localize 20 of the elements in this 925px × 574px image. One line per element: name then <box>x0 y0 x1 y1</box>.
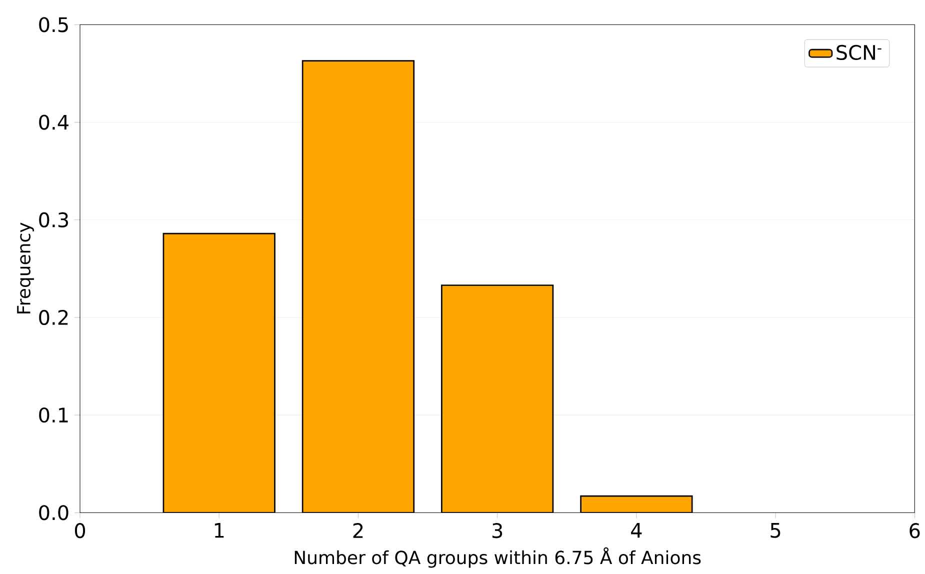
x-axis-title: Number of QA groups within 6.75 Å of Anions <box>294 547 701 568</box>
y-tick-label: 0.1 <box>39 407 68 423</box>
x-tick-label: 6 <box>910 523 920 538</box>
bar <box>580 495 693 513</box>
y-tick-label: 0.0 <box>39 505 68 520</box>
bar <box>441 284 554 513</box>
x-tick-label: 5 <box>770 523 780 538</box>
y-tick-label: 0.2 <box>39 310 68 326</box>
bar <box>302 60 415 513</box>
x-tick-label: 4 <box>631 523 642 538</box>
y-axis-title: Frequency <box>17 222 34 314</box>
y-tick-label: 0.4 <box>39 114 68 130</box>
x-tick-label: 0 <box>74 523 86 538</box>
x-tick-label: 2 <box>353 523 363 538</box>
x-tick-label: 3 <box>492 523 502 538</box>
legend-label: SCN$^{-}$ <box>836 44 882 60</box>
y-tick-label: 0.5 <box>39 17 68 32</box>
bar <box>162 232 276 513</box>
y-tick-label: 0.3 <box>39 212 68 228</box>
x-tick-label: 1 <box>214 523 224 538</box>
